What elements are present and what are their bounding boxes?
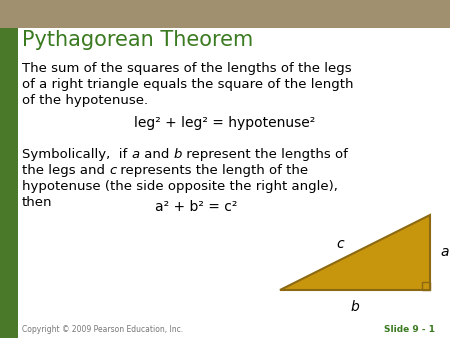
Text: then: then: [22, 196, 53, 209]
Text: of the hypotenuse.: of the hypotenuse.: [22, 94, 148, 107]
Bar: [0, 28, 18, 338]
Text: Copyright © 2009 Pearson Education, Inc.: Copyright © 2009 Pearson Education, Inc.: [22, 325, 183, 334]
Text: represents the length of the: represents the length of the: [117, 164, 309, 177]
Text: c: c: [109, 164, 117, 177]
Text: hypotenuse (the side opposite the right angle),: hypotenuse (the side opposite the right …: [22, 180, 338, 193]
Bar: [0, 0, 450, 28]
Bar: [422, 282, 430, 290]
Text: Symbolically,  if: Symbolically, if: [22, 148, 131, 161]
Text: leg² + leg² = hypotenuse²: leg² + leg² = hypotenuse²: [135, 116, 315, 130]
Text: Pythagorean Theorem: Pythagorean Theorem: [22, 30, 253, 50]
Text: The sum of the squares of the lengths of the legs: The sum of the squares of the lengths of…: [22, 62, 351, 75]
Text: Slide 9 - 1: Slide 9 - 1: [384, 325, 435, 334]
Text: a: a: [440, 245, 449, 260]
Text: represent the lengths of: represent the lengths of: [182, 148, 347, 161]
Text: a: a: [131, 148, 140, 161]
Text: a² + b² = c²: a² + b² = c²: [155, 200, 238, 214]
Polygon shape: [280, 215, 430, 290]
Text: the legs and: the legs and: [22, 164, 109, 177]
Text: and: and: [140, 148, 173, 161]
Text: c: c: [336, 238, 344, 251]
Text: b: b: [173, 148, 182, 161]
Text: of a right triangle equals the square of the length: of a right triangle equals the square of…: [22, 78, 354, 91]
Text: b: b: [351, 300, 360, 314]
